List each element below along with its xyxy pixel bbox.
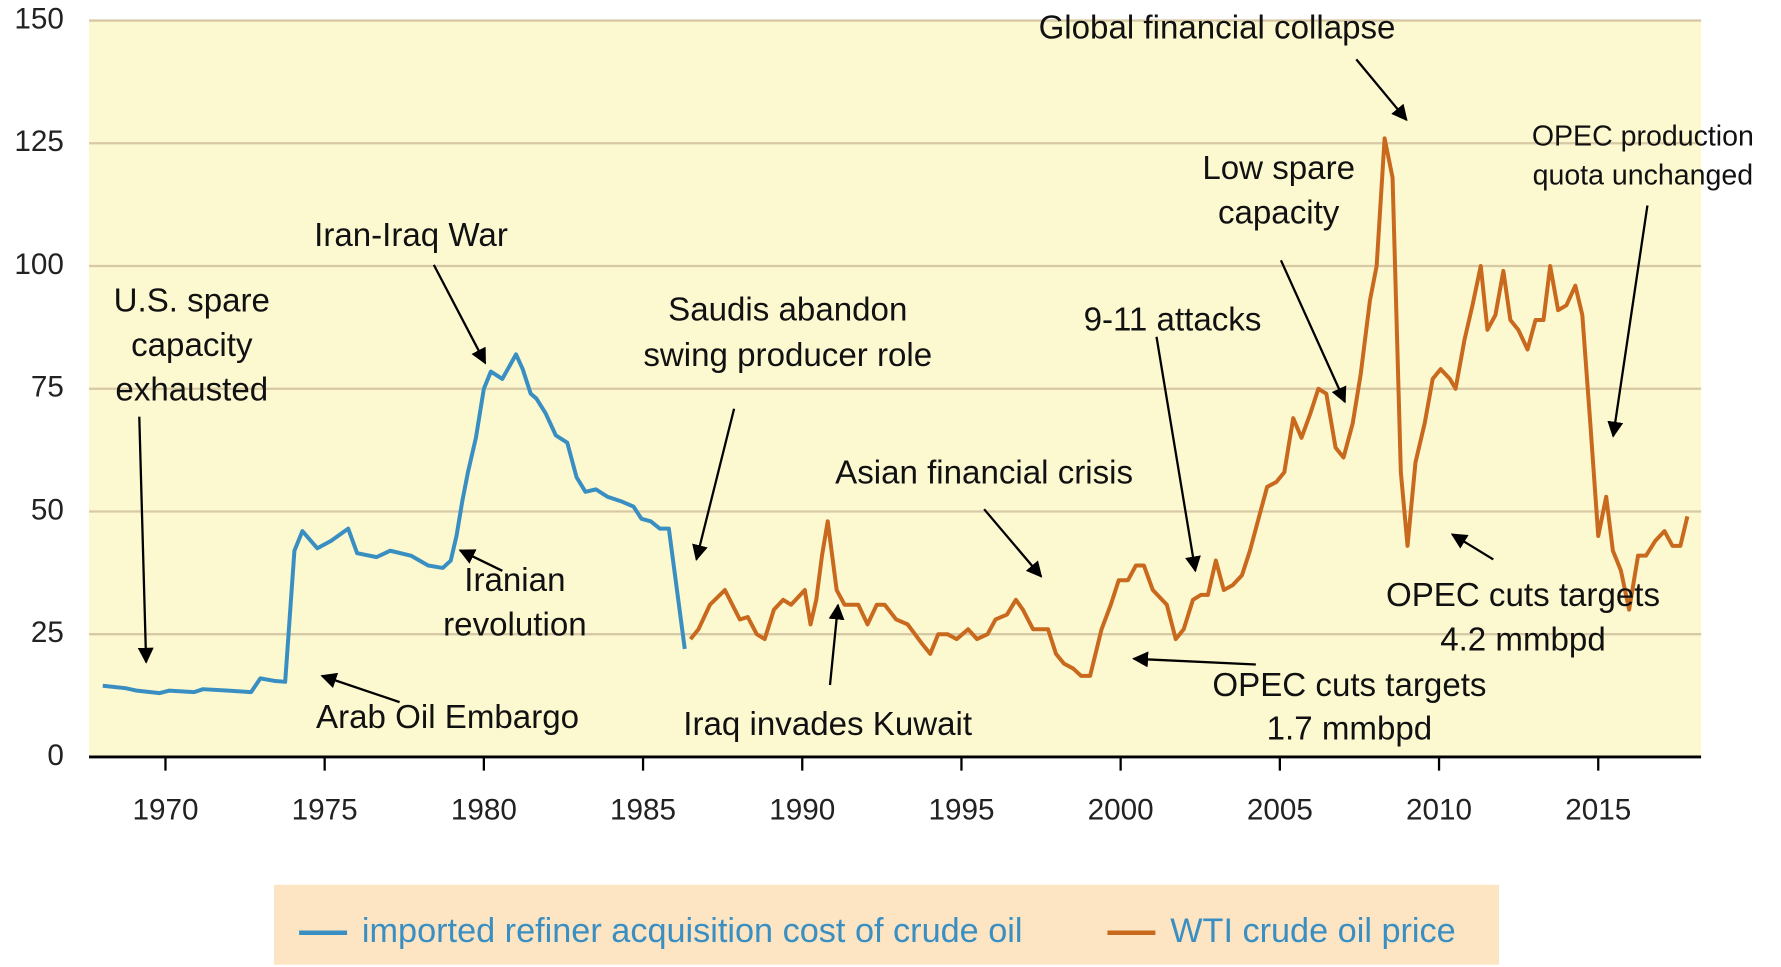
y-tick-label: 75 <box>31 371 64 404</box>
x-tick-label: 2005 <box>1247 794 1313 827</box>
y-tick-label: 100 <box>14 248 64 281</box>
annotation: exhausted <box>115 371 268 408</box>
x-tick-label: 2015 <box>1565 794 1631 827</box>
annotation: Low spare <box>1202 150 1355 187</box>
y-tick-label: 50 <box>31 493 64 526</box>
annotation: Global financial collapse <box>1039 9 1396 46</box>
data-line <box>102 352 687 696</box>
annotation: capacity <box>131 327 253 364</box>
annotation-arrow <box>828 603 845 686</box>
annotation: Asian financial crisis <box>835 455 1133 492</box>
x-tick-label: 2010 <box>1406 794 1472 827</box>
annotation: Iran-Iraq War <box>314 217 508 254</box>
annotation-arrow <box>137 416 154 664</box>
annotation-arrow <box>1450 533 1494 561</box>
annotation: quota unchanged <box>1533 160 1754 192</box>
annotation: swing producer role <box>643 337 932 374</box>
legend-label: WTI crude oil price <box>1170 912 1456 950</box>
annotation-arrow <box>320 672 400 704</box>
y-tick-label: 150 <box>14 2 64 35</box>
x-tick-label: 1985 <box>610 794 676 827</box>
annotation: Iranian <box>464 562 565 599</box>
annotation-arrow <box>432 264 487 365</box>
x-tick-label: 1995 <box>928 794 994 827</box>
annotation: capacity <box>1218 194 1340 231</box>
annotation: Saudis abandon <box>668 291 907 328</box>
x-tick-label: 1990 <box>769 794 835 827</box>
annotation: OPEC cuts targets <box>1386 577 1660 614</box>
annotation-arrow <box>458 549 503 572</box>
y-tick-label: 25 <box>31 616 64 649</box>
x-tick-label: 1970 <box>132 794 198 827</box>
legend-label: imported refiner acquisition cost of cru… <box>362 912 1023 950</box>
annotation: revolution <box>443 607 587 644</box>
annotation-arrow <box>1607 205 1649 438</box>
annotation: 1.7 mmbpd <box>1267 710 1433 747</box>
annotation: OPEC cuts targets <box>1212 667 1486 704</box>
annotation-arrow <box>983 508 1043 578</box>
annotation-arrow <box>1355 58 1408 122</box>
legend-box <box>274 884 1500 965</box>
x-tick-label: 1975 <box>292 794 358 827</box>
annotation: U.S. spare <box>114 282 270 319</box>
x-tick-label: 2000 <box>1088 794 1154 827</box>
annotation-arrow <box>692 408 736 561</box>
annotation: Iraq invades Kuwait <box>683 706 972 743</box>
annotation-arrow <box>1132 651 1256 668</box>
y-tick-label: 0 <box>47 739 64 772</box>
annotation: 9-11 attacks <box>1084 302 1262 339</box>
data-line <box>688 136 1690 678</box>
y-tick-label: 125 <box>14 125 64 158</box>
annotation: 4.2 mmbpd <box>1440 621 1606 658</box>
annotation-arrow <box>1155 336 1201 573</box>
x-tick-label: 1980 <box>451 794 517 827</box>
annotation-arrow <box>1279 259 1347 404</box>
annotation: Arab Oil Embargo <box>316 699 579 736</box>
annotation: OPEC production <box>1532 121 1754 153</box>
